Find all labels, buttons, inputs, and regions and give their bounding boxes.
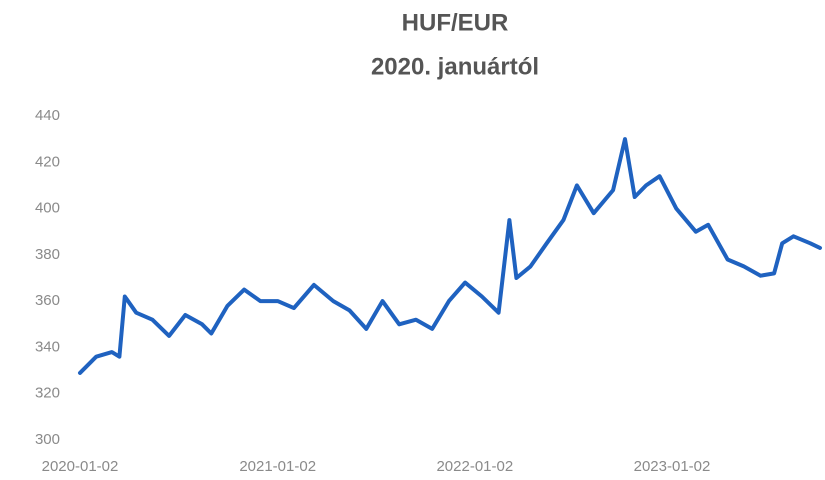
chart-title: HUF/EUR — [402, 9, 509, 36]
x-tick-label: 2023-01-02 — [634, 458, 711, 475]
y-tick-label: 360 — [35, 292, 60, 309]
y-tick-label: 320 — [35, 385, 60, 402]
y-tick-label: 440 — [35, 107, 60, 124]
y-tick-label: 300 — [35, 431, 60, 448]
chart-subtitle: 2020. januártól — [371, 53, 539, 80]
y-tick-label: 340 — [35, 338, 60, 355]
line — [78, 137, 822, 375]
x-tick-label: 2020-01-02 — [42, 458, 119, 475]
y-tick-label: 420 — [35, 153, 60, 170]
x-tick-label: 2021-01-02 — [239, 458, 316, 475]
y-tick-label: 380 — [35, 246, 60, 263]
x-tick-label: 2022-01-02 — [436, 458, 513, 475]
y-tick-label: 400 — [35, 200, 60, 217]
